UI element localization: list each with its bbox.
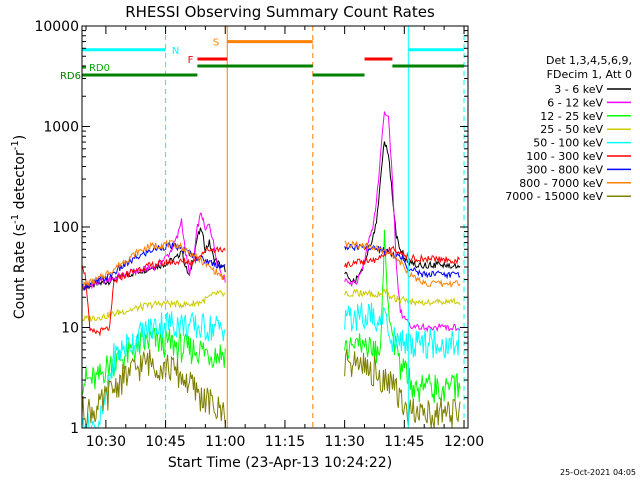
legend-label-0: 3 - 6 keV bbox=[554, 83, 603, 96]
x-tick-label-1: 10:45 bbox=[145, 434, 185, 450]
x-tick-label-5: 11:45 bbox=[384, 434, 424, 450]
y-axis-label: Count Rate (s-1 detector-1) bbox=[10, 135, 28, 319]
y-tick-label-0: 1 bbox=[70, 421, 79, 437]
series-3-line-seg1 bbox=[82, 289, 226, 323]
flag-label-f: F bbox=[188, 55, 194, 66]
y-tick-label-1: 10 bbox=[61, 321, 79, 337]
legend-label-8: 7000 - 15000 keV bbox=[505, 190, 603, 203]
legend-header-line-1: Det 1,3,4,5,6,9, bbox=[546, 54, 632, 67]
y-tick-label-2: 100 bbox=[52, 220, 79, 236]
series-7-line-seg2 bbox=[344, 240, 461, 288]
flag-label-n: N bbox=[172, 46, 179, 57]
series-8-line-seg2 bbox=[344, 349, 461, 428]
legend-label-2: 12 - 25 keV bbox=[540, 110, 603, 123]
x-tick-label-4: 11:30 bbox=[324, 434, 364, 450]
timestamp: 25-Oct-2021 04:05 bbox=[560, 468, 636, 477]
x-tick-label-3: 11:15 bbox=[265, 434, 305, 450]
data-layer bbox=[82, 111, 461, 428]
series-7-line-seg1 bbox=[82, 239, 226, 289]
series-0-line-seg1 bbox=[82, 227, 226, 292]
y-tick-label-4: 10000 bbox=[34, 19, 79, 35]
flag-label-rd0: RD0 bbox=[89, 63, 110, 74]
axis-layer: 10:30 10:45 11:00 11:15 11:30 11:45 12:00 1 10 10… bbox=[34, 19, 484, 450]
x-tick-label-2: 11:00 bbox=[205, 434, 245, 450]
y-axis-label-mid: detector bbox=[12, 150, 28, 214]
flag-label-s: S bbox=[213, 38, 219, 49]
series-3 bbox=[82, 288, 461, 323]
legend-label-1: 6 - 12 keV bbox=[547, 96, 603, 109]
legend-label-3: 25 - 50 keV bbox=[540, 123, 603, 136]
series-4-line-seg2 bbox=[344, 302, 461, 359]
y-axis-label-end: ) bbox=[12, 135, 28, 140]
series-3-line-seg2 bbox=[344, 288, 461, 307]
x-axis-label: Start Time (23-Apr-13 10:24:22) bbox=[168, 455, 392, 471]
flag-label-rd6: RD6 bbox=[60, 71, 81, 82]
legend-label-5: 100 - 300 keV bbox=[526, 150, 603, 163]
legend-label-7: 800 - 7000 keV bbox=[519, 177, 603, 190]
series-6-line-seg1 bbox=[82, 242, 226, 291]
y-axis-label-main: Count Rate (s bbox=[12, 224, 28, 319]
chart-title: RHESSI Observing Summary Count Rates bbox=[125, 3, 435, 21]
flag-layer: N S F RD0 RD6 bbox=[60, 38, 465, 82]
legend-label-6: 300 - 800 keV bbox=[526, 163, 603, 176]
series-8-line-seg1 bbox=[82, 349, 226, 427]
vline-layer bbox=[165, 26, 465, 428]
legend-header-line-2: FDecim 1, Att 0 bbox=[547, 68, 632, 81]
legend-label-4: 50 - 100 keV bbox=[533, 137, 603, 150]
legend: Det 1,3,4,5,6,9, FDecim 1, Att 0 3 - 6 k… bbox=[505, 54, 632, 203]
x-tick-label-0: 10:30 bbox=[86, 434, 126, 450]
x-tick-label-6: 12:00 bbox=[444, 434, 484, 450]
series-7 bbox=[82, 239, 461, 289]
y-axis-label-sup1: -1 bbox=[10, 214, 21, 224]
y-tick-label-3: 1000 bbox=[43, 120, 79, 136]
series-8 bbox=[82, 349, 461, 428]
y-axis-label-sup2: -1 bbox=[10, 140, 21, 150]
